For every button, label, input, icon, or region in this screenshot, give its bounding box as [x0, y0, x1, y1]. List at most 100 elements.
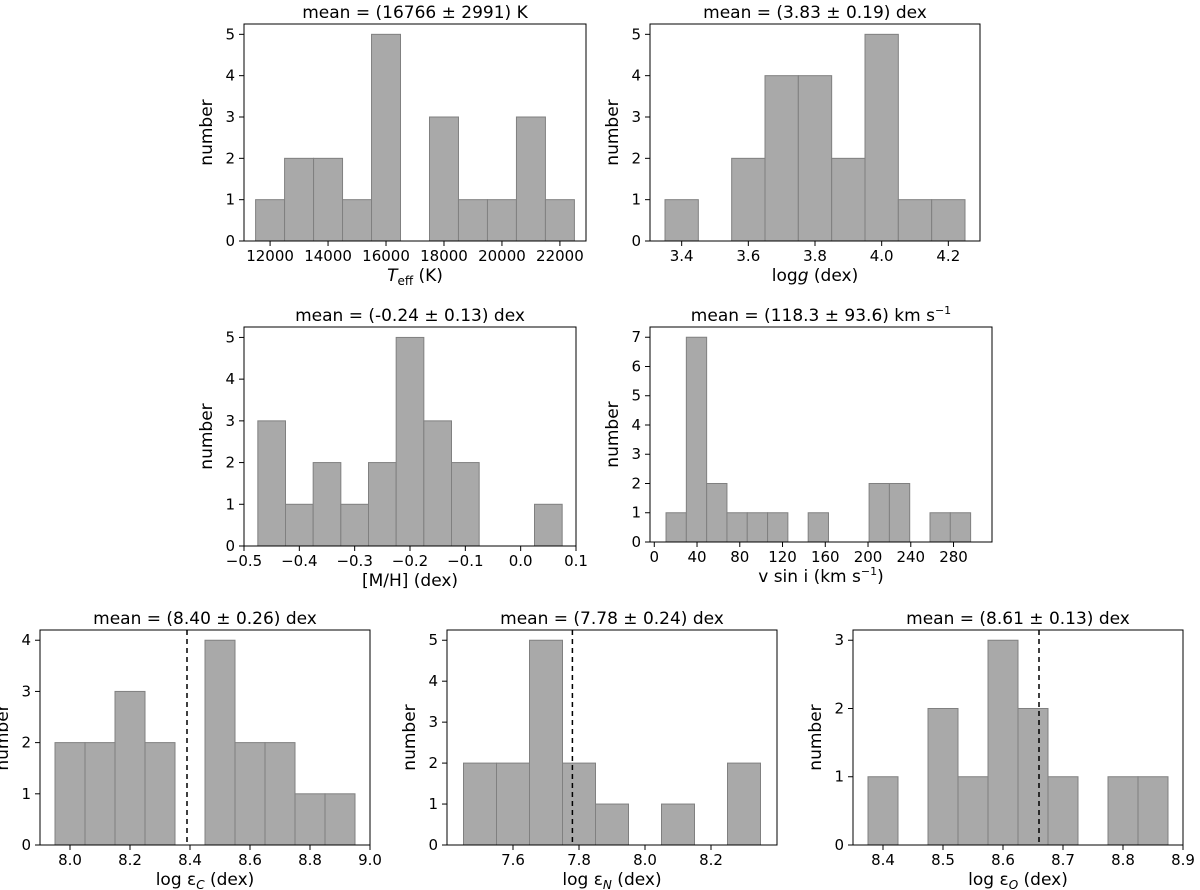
histogram-panel-vsini: 0 40 80 120 160 200 240 280 0 1 2 3 4 5 6 7 mean = (118.…	[603, 304, 993, 587]
y-tick-label: 6	[631, 357, 641, 375]
histogram-bar	[685, 336, 708, 543]
x-tick-label: −0.3	[336, 552, 372, 570]
histogram-bar	[324, 793, 356, 846]
x-tick-label: 18000	[420, 247, 468, 265]
x-tick-label: 8.2	[118, 851, 142, 869]
y-tick-label: 4	[21, 631, 31, 649]
histogram-bar	[463, 762, 497, 846]
x-tick-label: 80	[730, 548, 749, 566]
x-tick-label: 16000	[362, 247, 410, 265]
x-tick-label: 3.8	[803, 247, 827, 265]
y-tick-label: 1	[834, 768, 844, 786]
x-tick-label: 0.1	[564, 552, 588, 570]
panel-title: mean = (3.83 ± 0.19) dex	[703, 3, 927, 23]
histogram-bar	[234, 742, 266, 846]
y-tick-label: 2	[631, 149, 641, 167]
histogram-bar	[797, 75, 833, 242]
y-tick-label: 3	[428, 713, 438, 731]
histogram-bar	[731, 157, 766, 242]
y-axis-label: number	[197, 403, 217, 469]
x-axis-label: log εO (dex)	[968, 870, 1068, 890]
panel-title: mean = (7.78 ± 0.24) dex	[500, 609, 724, 629]
histogram-bar	[867, 776, 899, 846]
y-tick-label: 3	[631, 445, 641, 463]
x-tick-label: 8.5	[931, 851, 955, 869]
histogram-bar	[957, 776, 989, 846]
x-axis-label: log εC (dex)	[156, 870, 255, 890]
x-tick-label: 7.8	[567, 851, 591, 869]
y-tick-label: 1	[428, 795, 438, 813]
y-tick-label: 0	[225, 537, 235, 555]
y-tick-label: 0	[834, 836, 844, 854]
y-tick-label: 7	[631, 328, 641, 346]
histogram-bar	[264, 742, 296, 846]
y-tick-label: 0	[225, 232, 235, 250]
plot-frame	[446, 629, 778, 846]
histogram-bar	[534, 503, 563, 547]
histogram-bar	[1017, 707, 1049, 846]
y-tick-label: 2	[21, 734, 31, 752]
histogram-bar	[664, 199, 699, 242]
y-tick-label: 0	[21, 836, 31, 854]
histogram-bar	[897, 199, 933, 242]
plot-frame	[852, 629, 1184, 846]
x-tick-label: 200	[854, 548, 883, 566]
y-axis-label: number	[400, 704, 420, 770]
x-tick-label: 4.0	[870, 247, 894, 265]
histogram-bar	[868, 482, 890, 543]
y-tick-label: 0	[631, 533, 641, 551]
histogram-bar	[285, 503, 314, 547]
histogram-bar	[395, 336, 425, 547]
x-tick-label: 160	[811, 548, 840, 566]
y-tick-label: 5	[428, 631, 438, 649]
x-tick-label: −0.2	[392, 552, 428, 570]
y-tick-label: 4	[428, 672, 438, 690]
y-tick-label: 3	[21, 682, 31, 700]
histogram-panel-logeps-c: 8.0 8.2 8.4 8.6 8.8 9.0 0 1 2 3 4 mean = (8.40 ± 0.…	[0, 609, 382, 890]
x-tick-label: 40	[687, 548, 706, 566]
histogram-bar	[544, 199, 575, 242]
y-axis-label: number	[806, 704, 826, 770]
x-tick-label: 3.4	[670, 247, 694, 265]
x-tick-label: 8.7	[1051, 851, 1075, 869]
y-tick-label: 5	[225, 328, 235, 346]
histogram-bar	[342, 199, 373, 242]
histogram-bar	[807, 512, 829, 543]
y-tick-label: 1	[225, 191, 235, 209]
histogram-bar	[428, 116, 459, 242]
x-tick-label: 280	[939, 548, 968, 566]
y-axis-label: number	[603, 99, 623, 165]
histogram-bar	[727, 762, 761, 846]
histogram-bar	[665, 512, 687, 543]
x-tick-label: 14000	[304, 247, 352, 265]
panel-title: mean = (16766 ± 2991) K	[302, 3, 528, 23]
histogram-bar	[257, 420, 287, 547]
histogram-bar	[1047, 776, 1079, 846]
histogram-bar	[144, 742, 176, 846]
y-axis-label: number	[197, 99, 217, 165]
histogram-bar	[496, 762, 530, 846]
x-tick-label: 8.0	[58, 851, 82, 869]
histogram-bar	[1107, 776, 1139, 846]
histogram-bar	[84, 742, 116, 846]
y-tick-label: 5	[631, 387, 641, 405]
histogram-bar	[927, 707, 959, 846]
y-tick-label: 1	[225, 495, 235, 513]
histogram-bar	[661, 803, 695, 846]
y-tick-label: 2	[225, 149, 235, 167]
x-tick-label: 9.0	[358, 851, 382, 869]
y-tick-label: 3	[834, 631, 844, 649]
y-tick-label: 5	[631, 25, 641, 43]
x-tick-label: 8.2	[699, 851, 723, 869]
y-tick-label: 0	[428, 836, 438, 854]
y-tick-label: 4	[631, 416, 641, 434]
histogram-bar	[949, 512, 972, 543]
histogram-bar	[888, 482, 911, 543]
y-tick-label: 1	[631, 504, 641, 522]
histogram-panel-mh: −0.5 −0.4 −0.3 −0.2 −0.1 0.0 0.1 0 1 2 3 4 5 mean = (…	[197, 306, 588, 591]
y-tick-label: 4	[225, 67, 235, 85]
x-tick-label: 4.2	[936, 247, 960, 265]
histogram-bar	[371, 33, 402, 242]
x-tick-label: 0.0	[509, 552, 533, 570]
y-tick-label: 1	[21, 785, 31, 803]
